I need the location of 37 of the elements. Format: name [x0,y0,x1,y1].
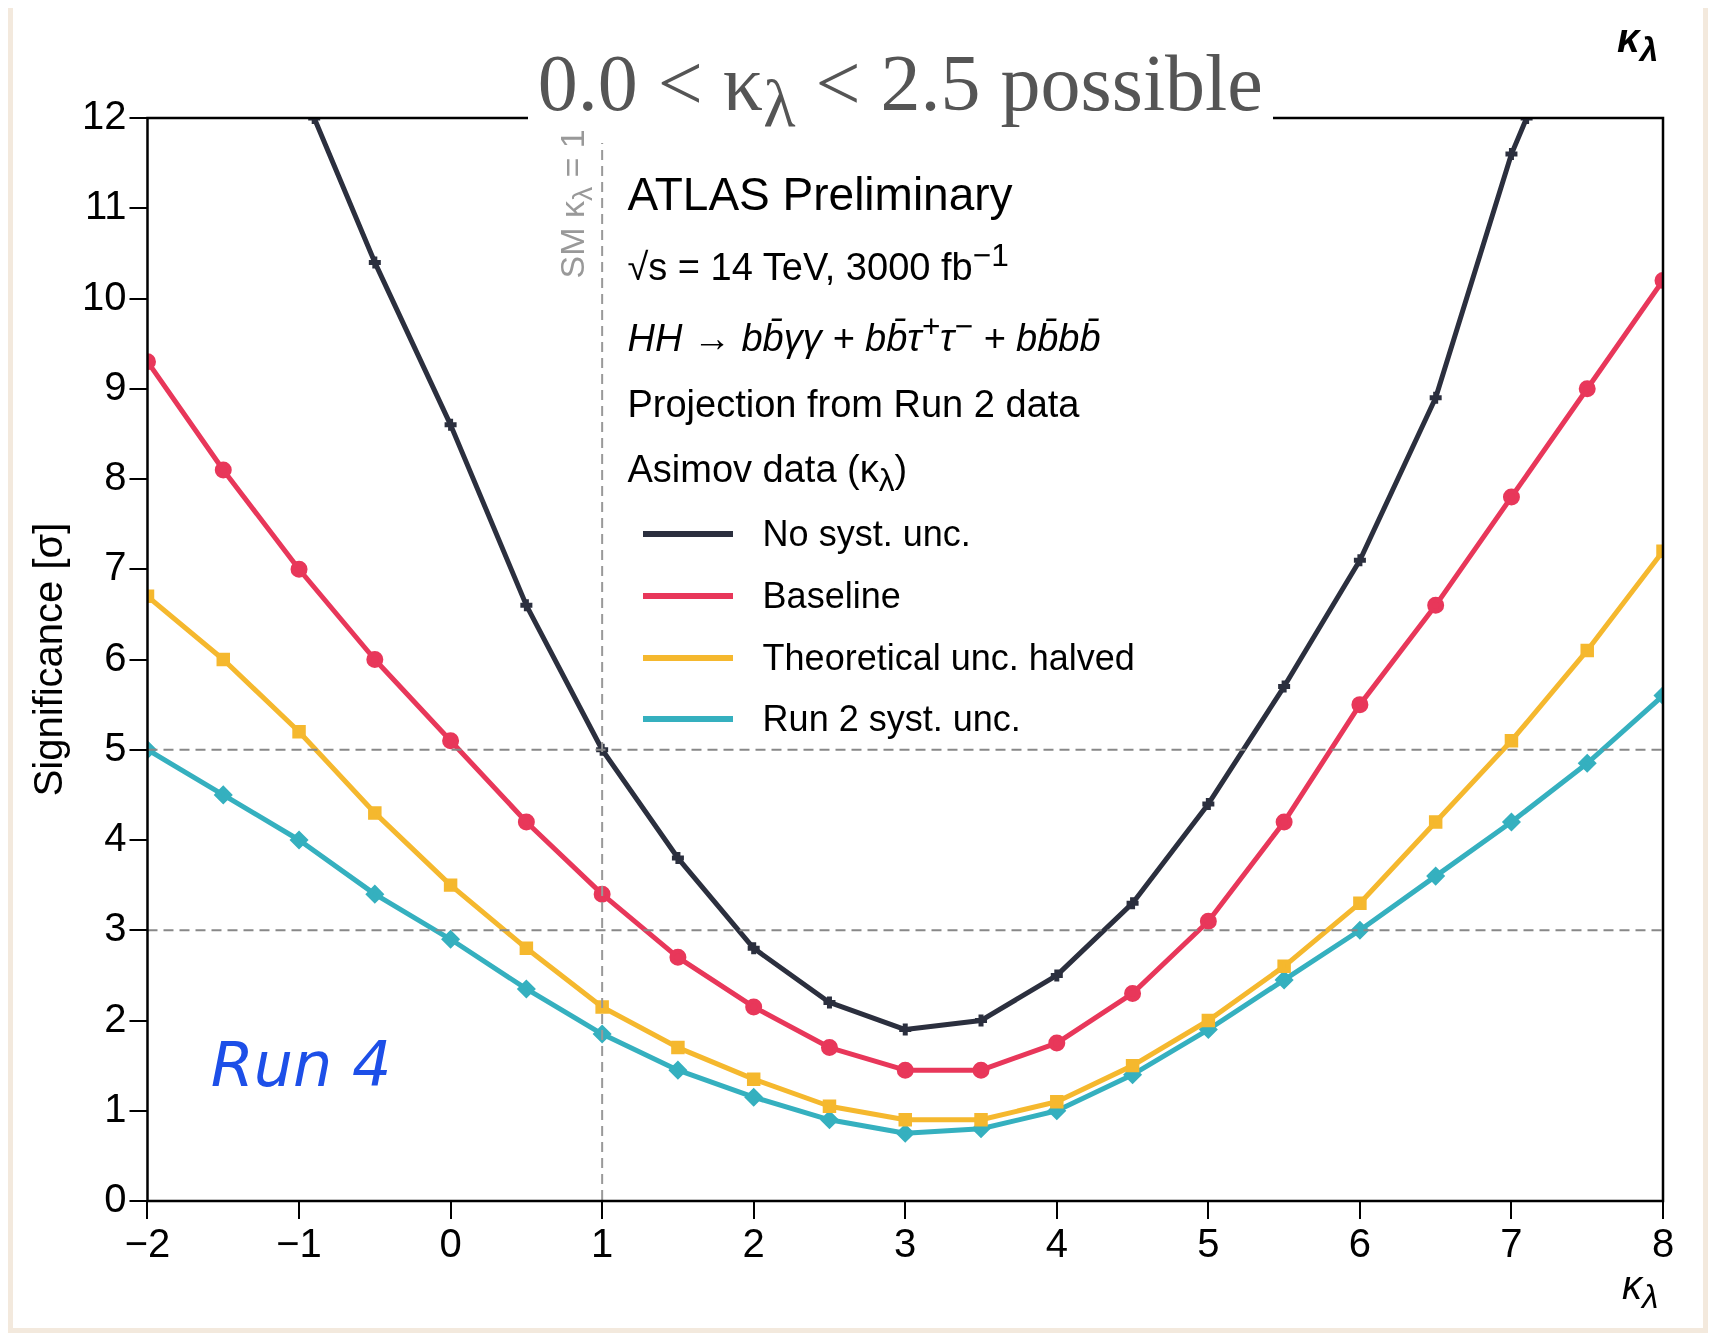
x-tick-label: 3 [894,1221,917,1266]
legend-label: Baseline [762,575,901,618]
y-tick-label: 3 [104,905,127,950]
annotation: Projection from Run 2 data [627,383,1080,427]
x-axis-title: κ$_{λ}$ [1622,1263,1659,1315]
x-tick-label: 7 [1500,1221,1523,1266]
y-tick-label: 12 [81,93,127,138]
y-tick-label: 7 [104,544,127,589]
annotation: ATLAS Preliminary [627,166,1013,221]
y-tick-label: 4 [104,815,127,860]
y-tick-label: 6 [104,634,127,679]
y-tick-label: 0 [104,1176,127,1221]
x-tick-label: 8 [1651,1221,1675,1266]
annotation: Asimov data (κ$_{λ}$) [627,448,908,499]
y-tick-label: 9 [104,363,127,408]
annotation: √s = 14 TeV, 3000 fb$^{−1}$ [627,237,1009,289]
y-tick-label: 11 [84,183,127,228]
legend-label: No syst. unc. [762,513,971,556]
x-tick-label: −1 [276,1221,322,1266]
y-tick-label: 2 [104,995,127,1040]
annotation: Run 4 [210,1027,392,1101]
y-tick-label: 1 [104,1085,127,1130]
y-axis-title: Significance [σ] [26,522,71,797]
x-tick-label: 5 [1197,1221,1220,1266]
x-tick-label: 6 [1348,1221,1372,1266]
x-tick-label: 1 [591,1221,614,1266]
annotation: HH → bb̄γγ + bb̄τ$^{+}$τ$^{−}$ + bb̄bb̄ [627,307,1101,360]
legend-label: Theoretical unc. halved [762,636,1135,679]
x-tick-label: 0 [439,1221,462,1266]
text: κ$_{λ}$ [1617,16,1659,69]
y-tick-label: 5 [104,724,127,769]
x-tick-label: 2 [742,1221,765,1266]
x-tick-label: 4 [1045,1221,1068,1266]
y-tick-label: 8 [104,454,127,499]
y-tick-label: 10 [81,273,127,318]
x-tick-label: −2 [124,1221,171,1266]
legend-label: Run 2 syst. unc. [762,698,1021,741]
